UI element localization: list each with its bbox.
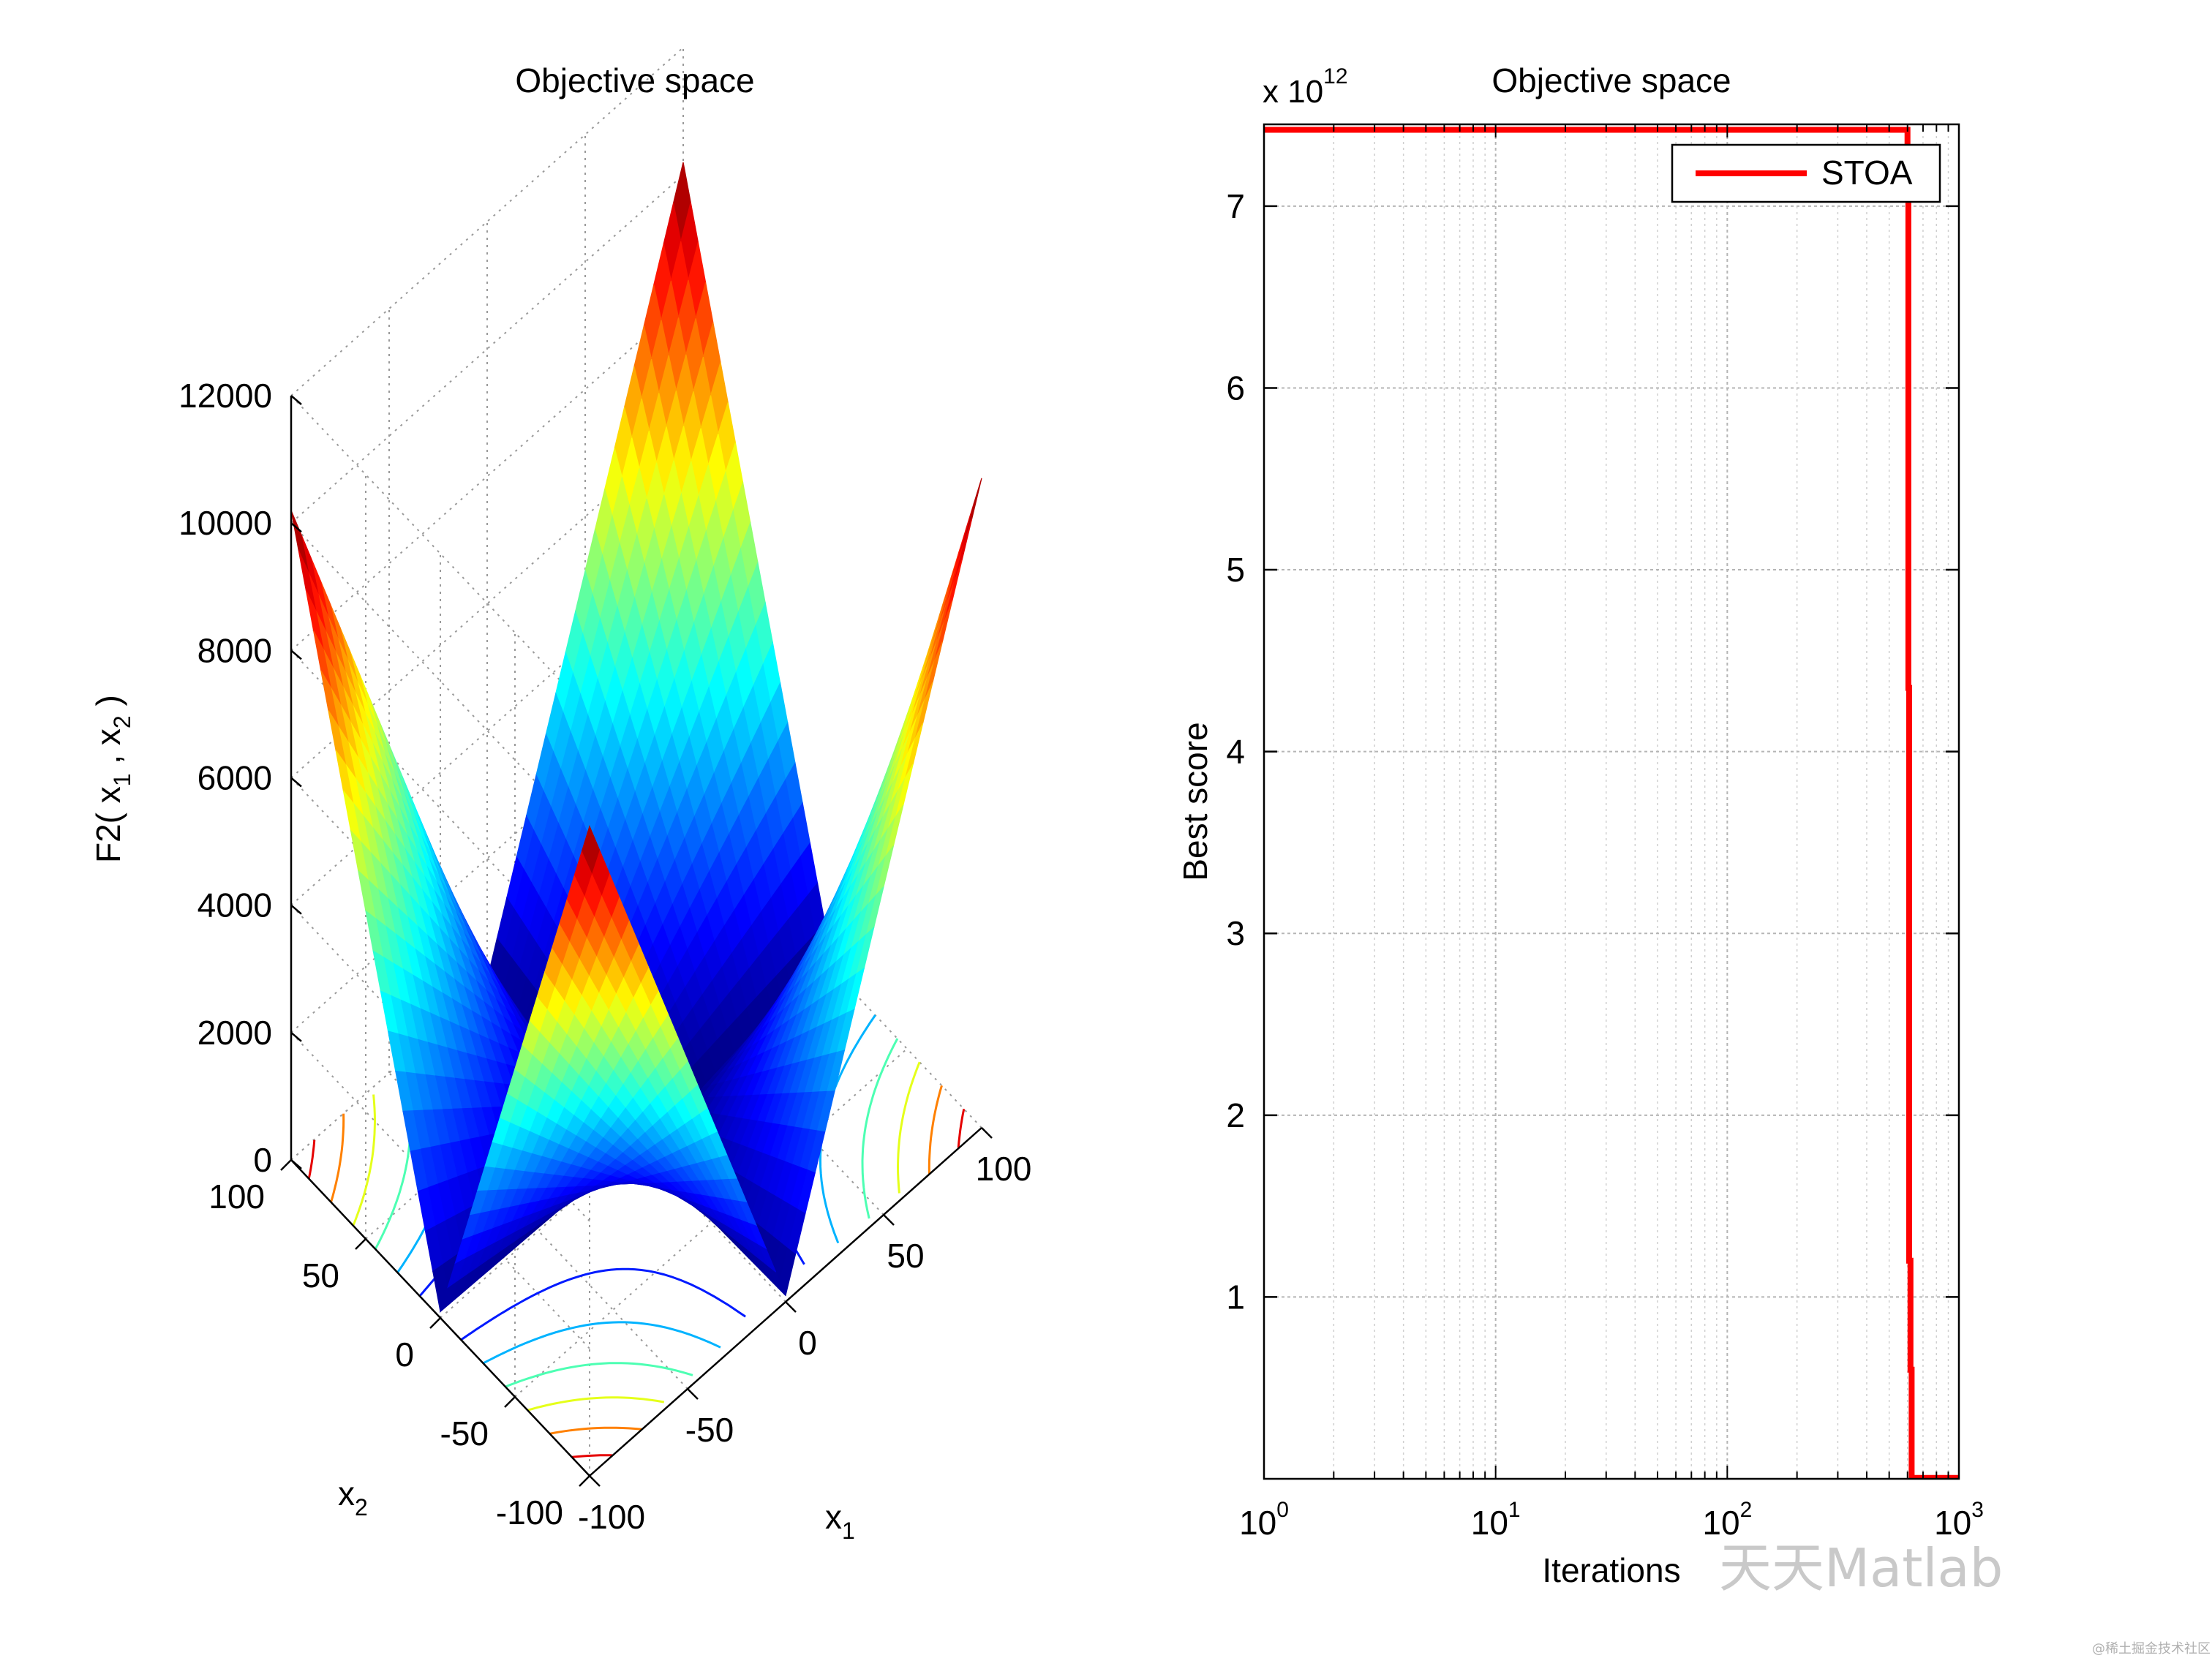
x2-tick-labels: -100 -50 0 50 100 xyxy=(208,1159,590,1531)
x2-tick xyxy=(355,1238,366,1250)
surface-title: Objective space xyxy=(515,61,754,99)
convergence-title: Objective space xyxy=(1491,61,1731,99)
contour-line xyxy=(330,1113,345,1203)
z-tick xyxy=(290,777,302,788)
z-tick-label: 6000 xyxy=(198,759,272,797)
contour-line xyxy=(957,1108,966,1148)
y-tick-label: 7 xyxy=(1226,187,1245,225)
plot-frame xyxy=(1263,123,1960,1480)
surface-mesh xyxy=(290,162,982,1314)
x1-tick-label: -100 xyxy=(578,1498,645,1536)
contour-line xyxy=(549,1426,642,1435)
x1-tick-label: -50 xyxy=(685,1411,734,1449)
z-tick xyxy=(290,395,302,405)
surface-face xyxy=(963,478,982,542)
z-tick xyxy=(290,1031,302,1042)
x2-tick xyxy=(579,1475,590,1487)
surface-plot: Objective space 020004000600080001000012… xyxy=(89,47,1032,1544)
contour-line xyxy=(460,1267,746,1341)
x1-tick-label: 50 xyxy=(887,1237,924,1275)
x1-tick-label: 100 xyxy=(976,1150,1032,1188)
x1-tick-label: 0 xyxy=(798,1324,817,1362)
y-exponent-label: x 1012 xyxy=(1263,64,1348,110)
z-tick-label: 4000 xyxy=(198,886,272,924)
x1-tick xyxy=(981,1127,993,1139)
convergence-grid xyxy=(1263,124,1960,1479)
convergence-plot: 1 2 3 4 5 6 7 100 101 102 103 Objective space x 1… xyxy=(1176,61,1984,1589)
x-tick-label: 103 xyxy=(1934,1498,1984,1542)
y-axis-label: Best score xyxy=(1176,722,1214,881)
y-tick-labels: 1 2 3 4 5 6 7 xyxy=(1226,187,1245,1316)
z-tick-label: 0 xyxy=(253,1141,272,1179)
z-tick-labels: 0 2000 4000 6000 8000 10000 12000 xyxy=(178,377,302,1179)
contour-line xyxy=(352,1094,377,1226)
contour-line xyxy=(505,1362,693,1388)
z-tick-label: 12000 xyxy=(178,377,272,415)
contour-line xyxy=(928,1085,943,1175)
x-tick-labels: 100 101 102 103 xyxy=(1239,1498,1984,1542)
x1-tick-labels: -100 -50 0 50 100 xyxy=(578,1127,1032,1536)
z-axis-label: F2( x1 , x2 ) xyxy=(89,695,135,863)
x2-tick-label: -100 xyxy=(496,1493,563,1531)
z-tick xyxy=(290,1159,302,1169)
legend: STOA xyxy=(1671,143,1941,203)
x-axis-label: Iterations xyxy=(1542,1551,1680,1589)
x1-tick xyxy=(785,1301,797,1313)
x-tick-label: 102 xyxy=(1702,1498,1752,1542)
contour-line xyxy=(571,1454,612,1458)
x-tick-label: 100 xyxy=(1239,1498,1289,1542)
contour-line xyxy=(896,1061,921,1194)
legend-label-stoa: STOA xyxy=(1821,154,1913,192)
x2-tick-label: -50 xyxy=(440,1414,489,1452)
x2-tick xyxy=(504,1396,516,1408)
y-tick-label: 6 xyxy=(1226,369,1245,407)
z-tick-label: 8000 xyxy=(198,631,272,669)
x1-tick xyxy=(883,1214,895,1226)
y-tick-label: 2 xyxy=(1226,1096,1245,1134)
surface-face xyxy=(582,825,601,874)
watermark-small: @稀土掘金技术社区 xyxy=(2092,1641,2211,1657)
y-tick-label: 3 xyxy=(1226,914,1245,952)
x-tick-label: 101 xyxy=(1471,1498,1521,1542)
z-tick xyxy=(290,522,302,533)
x1-axis-label: x1 xyxy=(825,1498,855,1544)
y-tick-label: 4 xyxy=(1226,733,1245,771)
x2-axis-label: x2 xyxy=(338,1474,368,1521)
x1-tick xyxy=(589,1475,601,1487)
contour-line xyxy=(482,1321,721,1365)
contour-line xyxy=(861,1038,899,1219)
x2-tick-label: 0 xyxy=(395,1335,414,1373)
plot-area xyxy=(1264,124,1959,1479)
x2-tick xyxy=(429,1317,441,1329)
y-tick-label: 5 xyxy=(1226,551,1245,589)
x2-tick-label: 100 xyxy=(208,1177,265,1216)
surface-face xyxy=(954,519,973,581)
contour-line xyxy=(307,1139,316,1180)
y-tick-label: 1 xyxy=(1226,1278,1245,1316)
z-tick-label: 10000 xyxy=(178,504,272,542)
x2-tick-label: 50 xyxy=(302,1256,339,1295)
contour-line xyxy=(527,1396,665,1412)
surface-face xyxy=(290,510,309,573)
watermark: 天天Matlab xyxy=(1719,1537,2004,1599)
convergence-ticks xyxy=(1263,124,1959,1479)
z-tick xyxy=(290,904,302,915)
z-tick-label: 2000 xyxy=(198,1014,272,1052)
z-tick xyxy=(290,649,302,660)
x2-tick xyxy=(280,1159,292,1171)
x1-tick xyxy=(687,1388,699,1400)
